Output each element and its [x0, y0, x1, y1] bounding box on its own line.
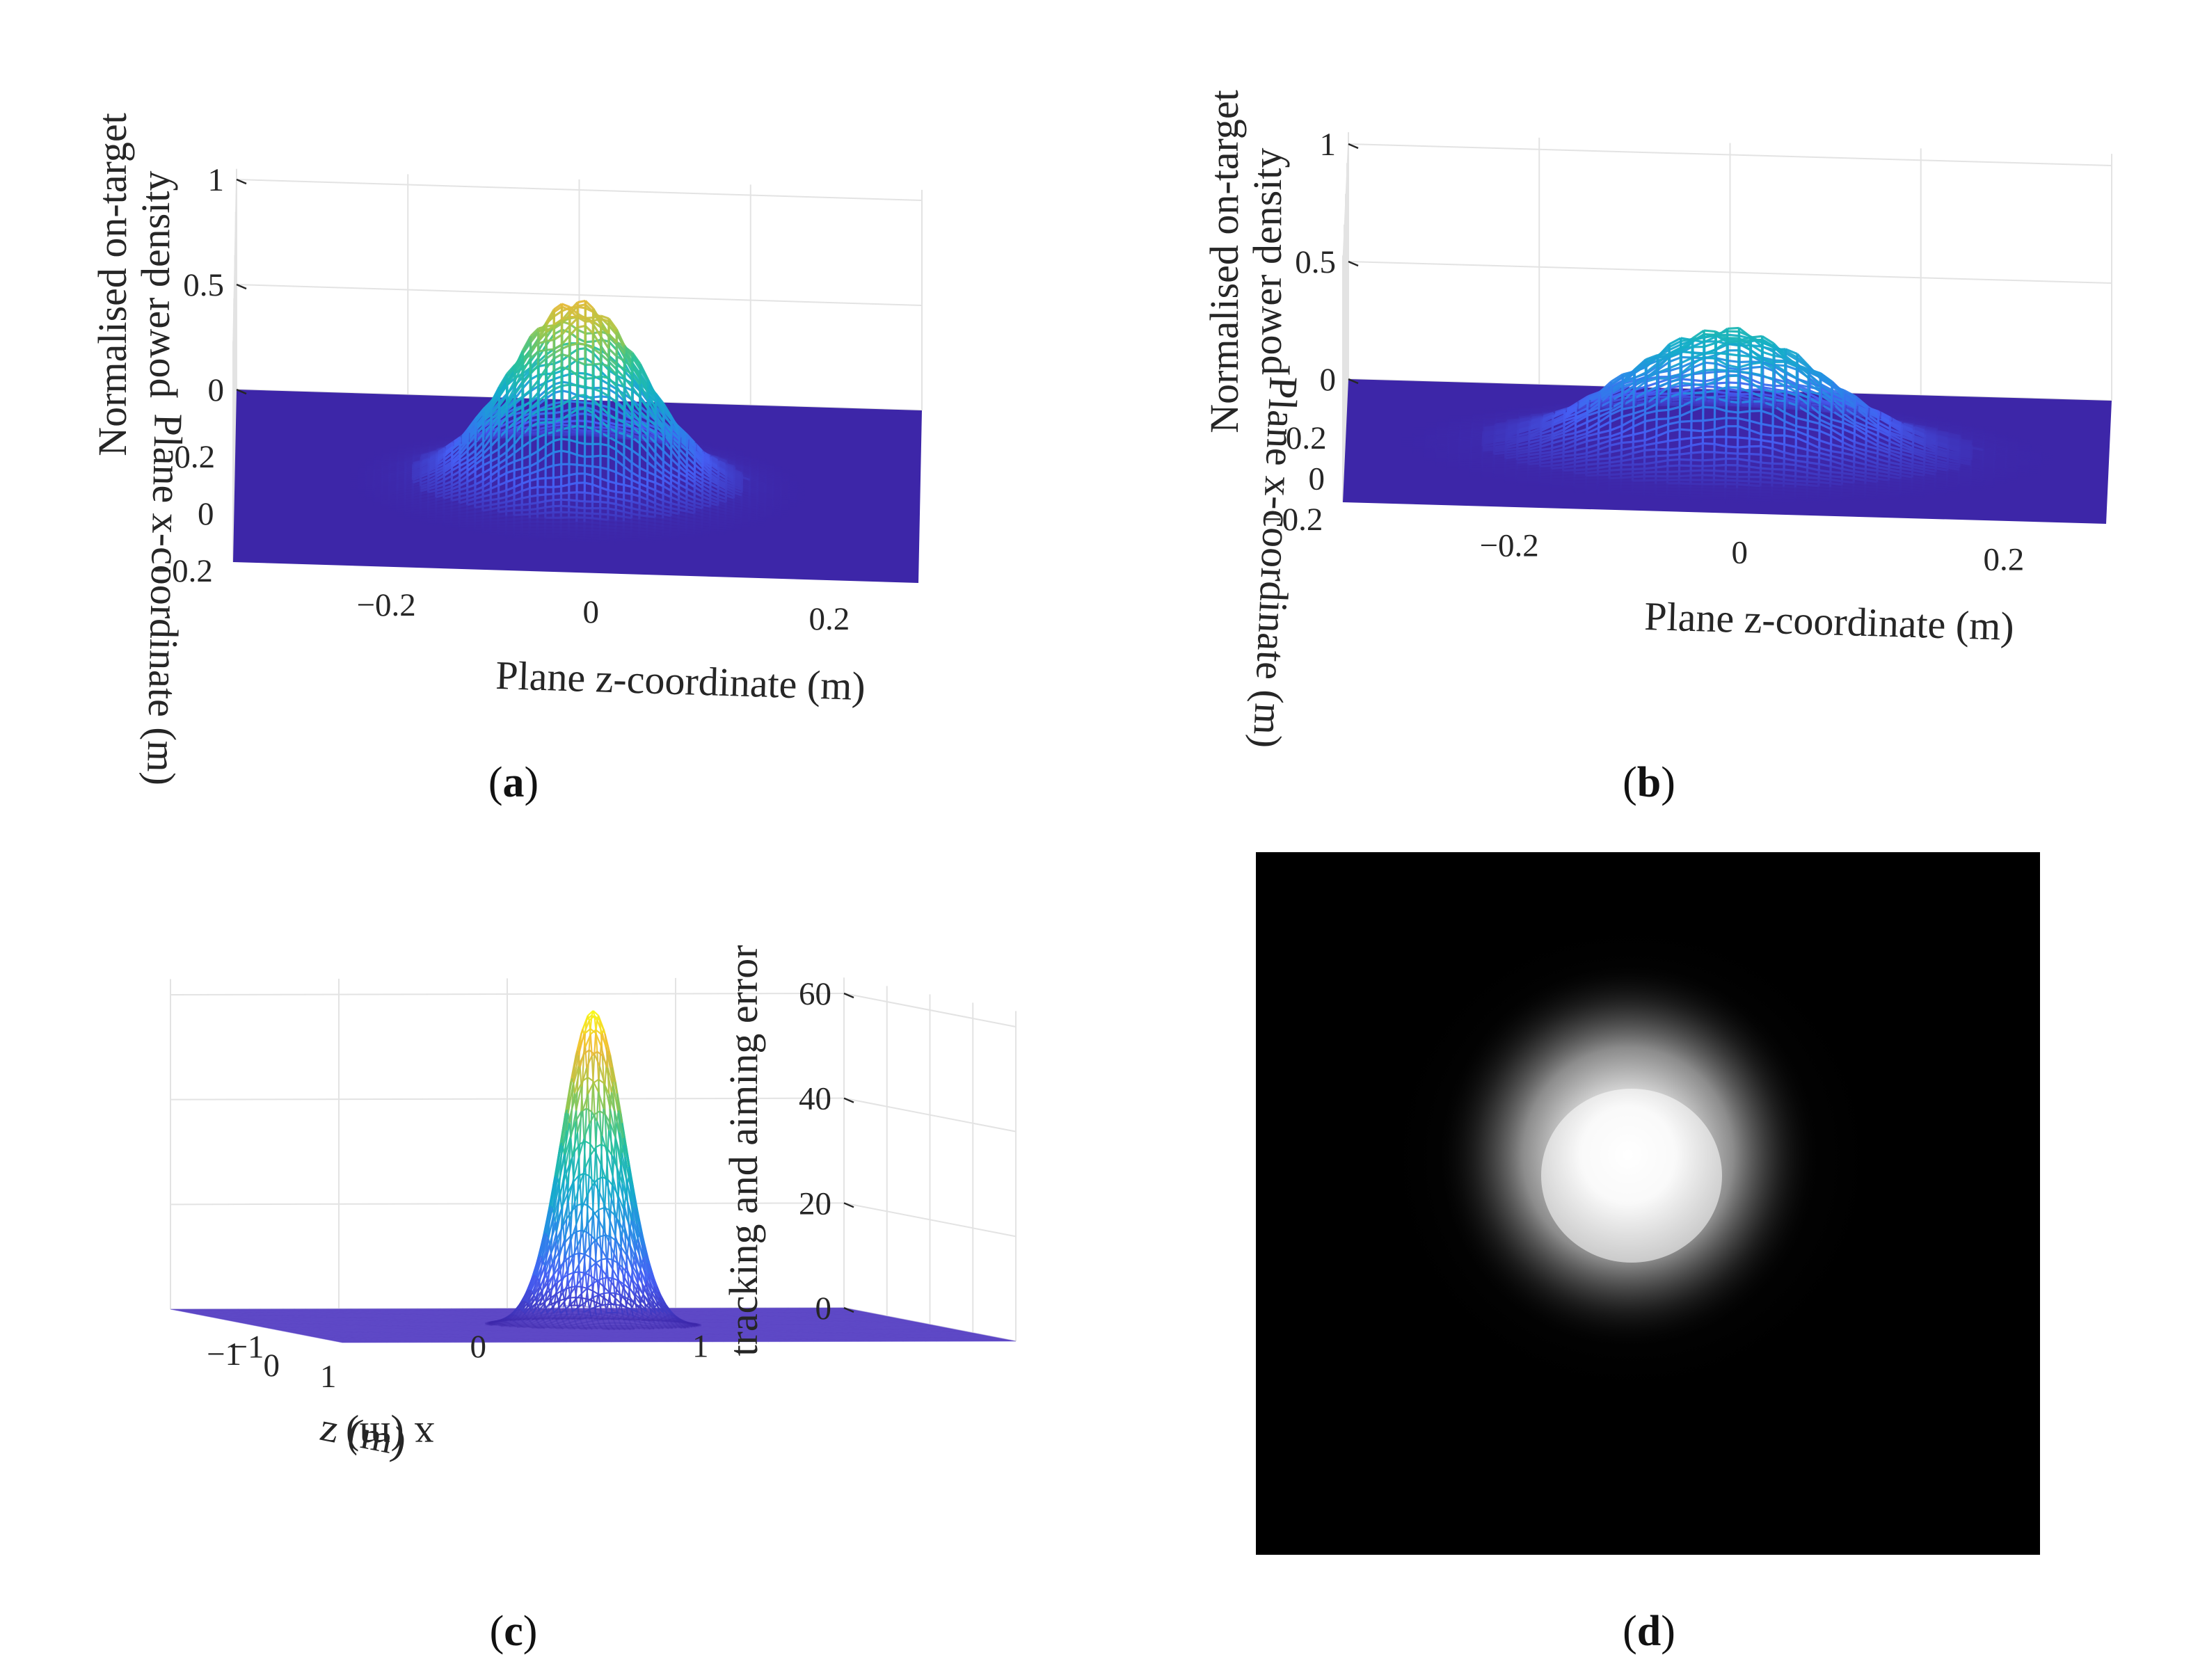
peak-surface — [350, 299, 805, 545]
x-tick-label: 1 — [692, 1328, 709, 1364]
y-tick-label: 1 — [320, 1359, 337, 1395]
floor-mesh — [170, 1307, 1017, 1343]
x-tick-label: −0.2 — [154, 553, 213, 589]
y-axis-label: z (m) — [317, 1404, 410, 1464]
z-axis-label: Normalised on-targetpower density — [1202, 90, 1290, 433]
y-tick-label: −0.2 — [1479, 527, 1538, 563]
peak-surface — [1401, 326, 2054, 504]
x-axis-label: Plane x-coordinate (m) — [138, 413, 191, 786]
x-tick-label: 0.2 — [1286, 420, 1327, 456]
y-tick-label: 0 — [583, 594, 600, 630]
z-tick-label: 0 — [1320, 362, 1337, 398]
panel-d-intensity-image — [1256, 852, 2040, 1555]
y-tick-label: −0.2 — [356, 587, 415, 623]
spot-center — [1541, 1089, 1722, 1263]
z-tick-label: 0 — [815, 1290, 832, 1327]
peak-surface — [484, 1010, 702, 1331]
z-tick-label: 40 — [799, 1081, 831, 1117]
y-tick-label: 0 — [264, 1347, 280, 1384]
y-tick-label: 0 — [1732, 535, 1748, 571]
z-tick-label: 0.5 — [183, 267, 224, 303]
z-tick-label: 1 — [1320, 127, 1337, 163]
caption-c: (c) — [490, 1608, 538, 1655]
x-tick-label: 0 — [470, 1329, 487, 1365]
y-axis-label: Plane z-coordinate (m) — [495, 653, 866, 709]
x-tick-label: 0 — [198, 496, 214, 532]
z-axis-label: Normalised on-targetpower density — [90, 113, 178, 456]
z-tick-label: 0.5 — [1295, 244, 1336, 280]
x-axis-label: Plane x-coordinate (m) — [1245, 376, 1307, 749]
x-tick-label: 0.2 — [174, 439, 215, 475]
x-tick-label: −1 — [230, 1329, 264, 1366]
caption-a: (a) — [488, 759, 539, 806]
z-tick-label: 1 — [208, 162, 225, 198]
y-tick-label: 0.2 — [1984, 542, 2025, 578]
x-tick-label: 0 — [1309, 461, 1325, 497]
y-axis-label: Plane z-coordinate (m) — [1644, 593, 2015, 649]
z-tick-label: 20 — [799, 1185, 831, 1222]
caption-b: (b) — [1623, 759, 1675, 806]
z-tick-label: 0 — [208, 372, 225, 408]
x-axis-label: x (m) — [346, 1414, 434, 1459]
caption-d: (d) — [1623, 1608, 1675, 1655]
z-axis-label: tracking and aiming error — [721, 945, 766, 1356]
x-tick-label: −0.2 — [1264, 502, 1323, 538]
y-tick-label: −1 — [207, 1336, 241, 1373]
y-tick-label: 0.2 — [809, 601, 850, 637]
z-tick-label: 60 — [799, 976, 831, 1012]
